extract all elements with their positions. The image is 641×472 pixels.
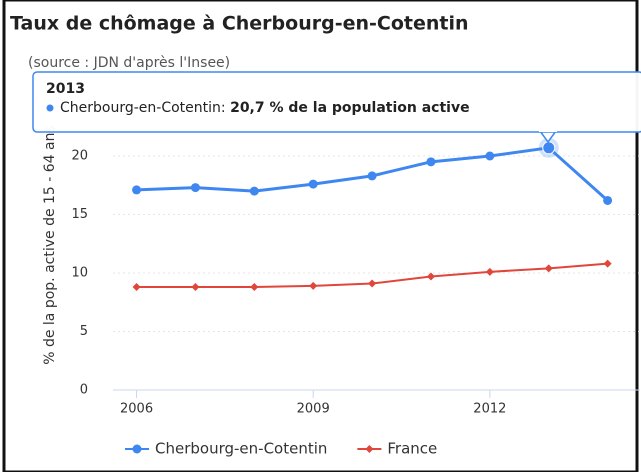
point	[190, 183, 200, 193]
tooltip-value: 20,7 % de la population active	[230, 100, 470, 116]
y-tick-label: 20	[71, 149, 88, 164]
y-tick-label: 5	[80, 324, 88, 339]
chart-title: Taux de chômage à Cherbourg-en-Cotentin	[10, 13, 469, 35]
point	[485, 151, 495, 161]
tooltip-text: Cherbourg-en-Cotentin: 20,7 % de la popu…	[60, 100, 470, 116]
tooltip-bullet	[46, 104, 54, 112]
point	[132, 283, 141, 292]
point	[426, 157, 436, 167]
point	[603, 195, 613, 205]
hover-point	[542, 141, 556, 155]
tooltip-pointer-join	[539, 128, 557, 132]
point	[485, 267, 494, 276]
point	[368, 279, 377, 288]
legend-label: Cherbourg-en-Cotentin	[155, 440, 327, 458]
point	[250, 283, 259, 292]
point	[309, 281, 318, 290]
y-axis-label: % de la pop. active de 15 - 64 ans	[42, 125, 58, 365]
point	[308, 179, 318, 189]
x-tick-label: 2012	[473, 402, 506, 417]
tooltip-title: 2013	[46, 81, 85, 97]
x-tick-label: 2009	[297, 402, 330, 417]
plot-area: 0 5 10 15 20 2006 2009 2012	[71, 137, 640, 417]
tooltip-box	[32, 71, 641, 133]
point	[367, 171, 377, 181]
y-tick-label: 10	[71, 266, 88, 281]
point	[426, 272, 435, 281]
point	[603, 259, 612, 268]
point	[132, 185, 142, 195]
point	[249, 186, 259, 196]
tooltip-label: Cherbourg-en-Cotentin:	[60, 100, 226, 116]
chart-subtitle: (source : JDN d'après l'Insee)	[28, 55, 230, 71]
y-tick-label: 0	[80, 383, 88, 398]
point	[191, 283, 200, 292]
point	[544, 264, 553, 273]
y-tick-label: 15	[71, 207, 88, 222]
tooltip: 2013 Cherbourg-en-Cotentin: 20,7 % de la…	[32, 71, 641, 144]
legend-label: France	[387, 440, 437, 458]
x-tick-label: 2006	[120, 402, 153, 417]
legend-marker	[132, 444, 142, 454]
legend-marker	[365, 445, 374, 453]
